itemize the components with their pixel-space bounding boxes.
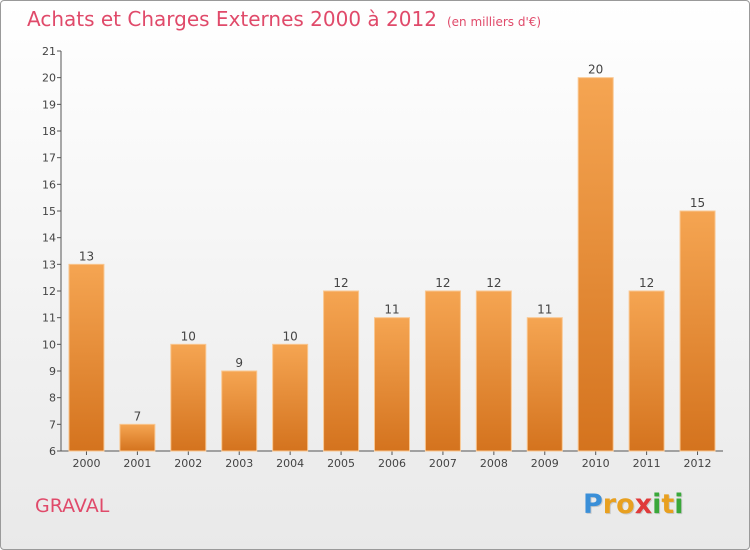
bar-value-label: 12	[486, 276, 501, 290]
bar-2006	[374, 317, 410, 452]
y-tick-label: 19	[42, 98, 56, 111]
bar-2010	[577, 77, 614, 452]
logo-letter: x	[634, 489, 653, 520]
town-name: GRAVAL	[35, 495, 110, 517]
x-tick-label: 2000	[72, 457, 100, 470]
y-tick-label: 11	[42, 312, 56, 325]
y-tick-label: 13	[42, 258, 56, 271]
bar-2007	[424, 290, 461, 452]
x-tick-label: 2007	[429, 457, 457, 470]
x-tick-label: 2004	[276, 457, 304, 470]
bar-value-label: 9	[235, 356, 243, 370]
logo-letter: r	[602, 489, 617, 520]
y-tick-label: 12	[42, 285, 56, 298]
bar-2004	[272, 343, 309, 452]
y-tick-label: 7	[49, 418, 56, 431]
y-tick-label: 16	[42, 178, 56, 191]
bar-value-label: 10	[283, 329, 298, 343]
bar-2000	[68, 263, 105, 452]
x-tick-label: 2008	[480, 457, 508, 470]
y-tick-label: 8	[49, 392, 56, 405]
axes: 6 7 8 9 10 11 12 13 14 15 16 17 18 19 20 21	[42, 45, 723, 458]
x-tick-label: 2002	[174, 457, 202, 470]
bar-value-label: 10	[181, 329, 196, 343]
bar-2001	[119, 423, 156, 452]
x-tick-label: 2010	[582, 457, 610, 470]
bar-2009	[526, 317, 563, 452]
bar-2011	[628, 290, 665, 452]
x-tick-label: 2001	[123, 457, 151, 470]
labels: 13 2000 7 2001 10 2002 9 2003 10 2004 12 2005 11 2006…	[72, 63, 711, 470]
chart-unit-note: (en milliers d'€)	[446, 15, 542, 29]
y-tick-label: 21	[42, 45, 56, 58]
logo-letter: t	[661, 489, 675, 520]
logo-letter: P	[583, 489, 603, 520]
x-tick-label: 2003	[225, 457, 253, 470]
logo-letter: o	[616, 489, 635, 520]
bar-2012	[679, 210, 716, 452]
y-tick-label: 18	[42, 125, 56, 138]
bar-value-label: 12	[639, 276, 654, 290]
y-tick-label: 6	[49, 445, 56, 458]
chart-title: Achats et Charges Externes 2000 à 2012 (e…	[27, 7, 541, 31]
chart-title-text: Achats et Charges Externes 2000 à 2012	[27, 7, 437, 31]
bars	[68, 77, 716, 452]
x-tick-label: 2012	[684, 457, 712, 470]
y-tick-label: 15	[42, 205, 56, 218]
y-tick-label: 20	[42, 72, 56, 85]
bar-value-label: 11	[384, 303, 399, 317]
bar-value-label: 15	[690, 196, 705, 210]
y-tick-label: 9	[49, 365, 56, 378]
bar-value-label: 12	[333, 276, 348, 290]
bar-2002	[170, 343, 207, 452]
bar-2003	[221, 370, 258, 452]
logo-letter: i	[652, 489, 662, 520]
x-tick-label: 2009	[531, 457, 559, 470]
logo-letter: i	[674, 489, 684, 520]
x-tick-label: 2005	[327, 457, 355, 470]
bar-value-label: 12	[435, 276, 450, 290]
bar-value-label: 7	[134, 409, 142, 423]
y-tick-label: 10	[42, 338, 56, 351]
x-tick-label: 2011	[633, 457, 661, 470]
y-tick-label: 17	[42, 152, 56, 165]
bar-value-label: 11	[537, 303, 552, 317]
y-tick-label: 14	[42, 232, 56, 245]
bar-2008	[475, 290, 512, 452]
bar-2005	[323, 290, 360, 452]
bar-value-label: 13	[79, 249, 94, 263]
x-tick-label: 2006	[378, 457, 406, 470]
bar-value-label: 20	[588, 63, 603, 77]
proxiti-logo: Proxiti	[583, 489, 684, 520]
